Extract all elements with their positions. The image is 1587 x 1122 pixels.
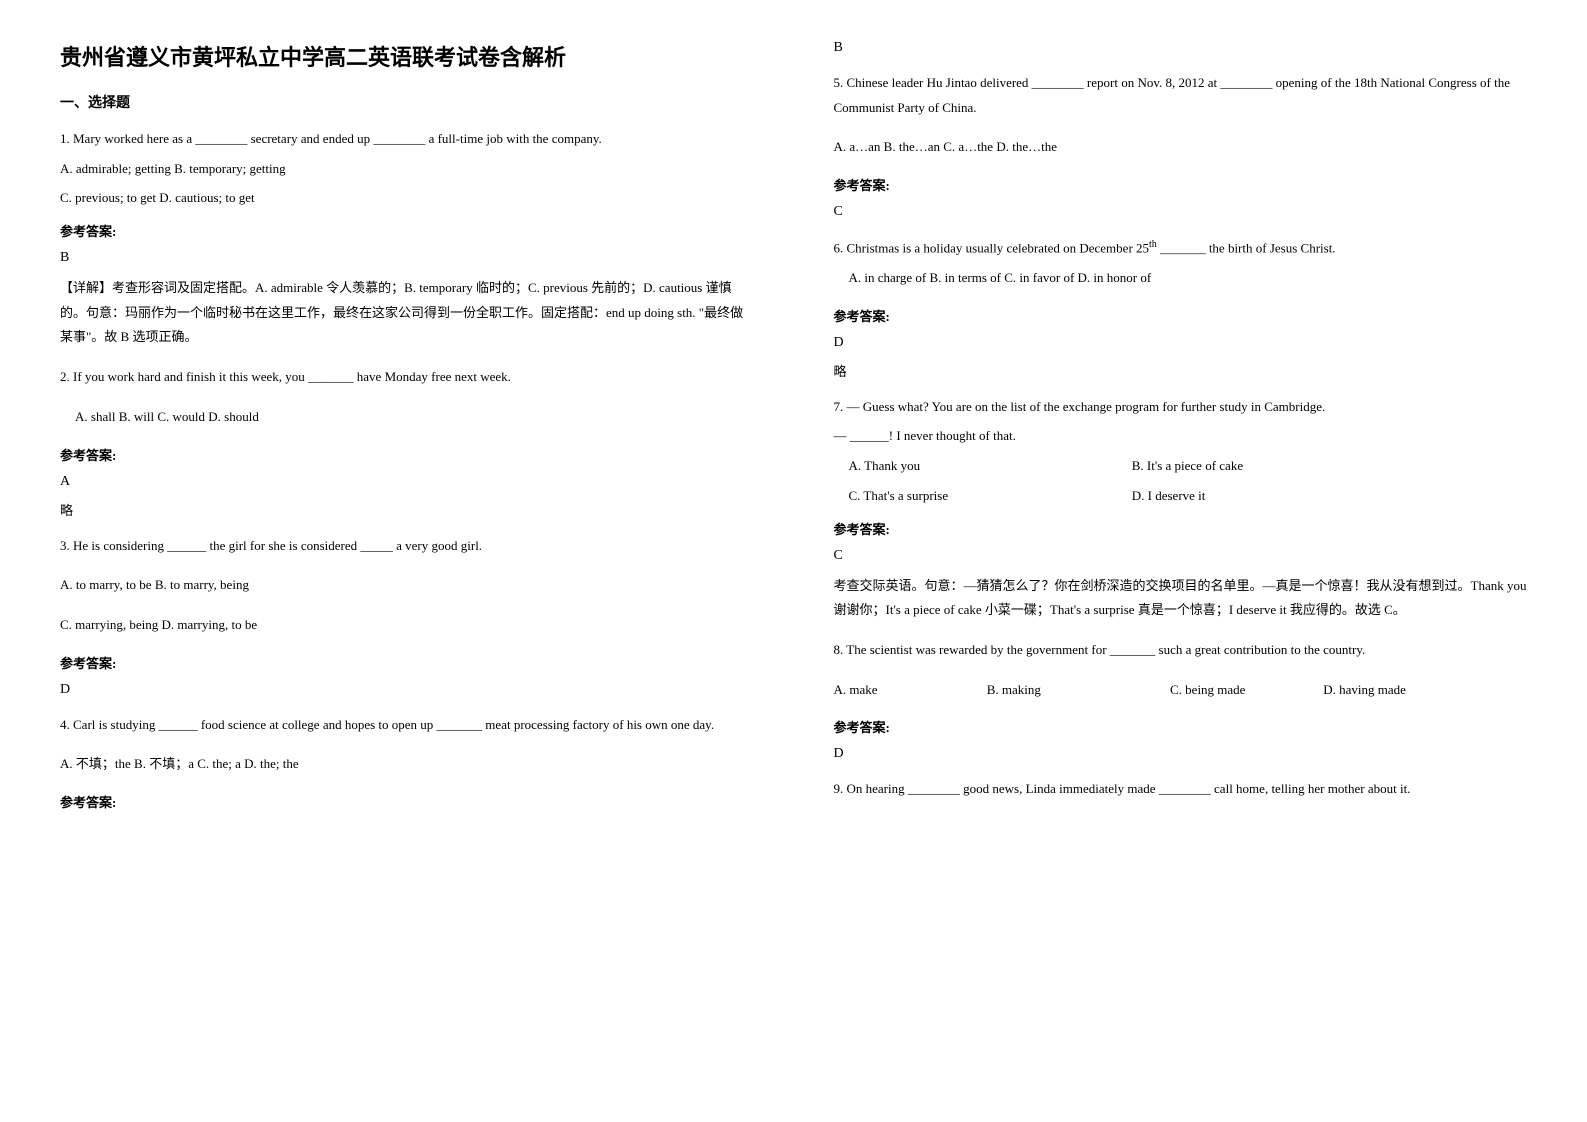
q4-options: A. 不填；the B. 不填；a C. the; a D. the; the — [60, 752, 754, 777]
q1-explanation: 【详解】考查形容词及固定搭配。A. admirable 令人羡慕的；B. tem… — [60, 276, 754, 350]
q3-text: 3. He is considering ______ the girl for… — [60, 534, 754, 559]
q6-superscript: th — [1149, 239, 1157, 250]
q3-answer: D — [60, 682, 754, 698]
q8-optC: C. being made — [1170, 678, 1320, 703]
q5-options: A. a…an B. the…an C. a…the D. the…the — [834, 135, 1528, 160]
q7-options-row1: A. Thank you B. It's a piece of cake — [834, 454, 1528, 479]
q8-options: A. make B. making C. being made D. havin… — [834, 678, 1528, 703]
q8-text: 8. The scientist was rewarded by the gov… — [834, 638, 1528, 663]
left-column: 贵州省遵义市黄坪私立中学高二英语联考试卷含解析 一、选择题 1. Mary wo… — [60, 40, 754, 821]
q4-answer-label: 参考答案: — [60, 792, 754, 811]
q2-answer-label: 参考答案: — [60, 445, 754, 464]
q6-text: 6. Christmas is a holiday usually celebr… — [834, 235, 1528, 261]
q2-text: 2. If you work hard and finish it this w… — [60, 365, 754, 390]
q1-options-ab: A. admirable; getting B. temporary; gett… — [60, 157, 754, 182]
q8-optA: A. make — [834, 678, 984, 703]
q6-slight: 略 — [834, 361, 1528, 380]
q2-slight: 略 — [60, 500, 754, 519]
q7-optD: D. I deserve it — [1132, 488, 1206, 503]
q7-answer: C — [834, 548, 1528, 564]
q6-text-part1: 6. Christmas is a holiday usually celebr… — [834, 240, 1150, 255]
q7-answer-label: 参考答案: — [834, 519, 1528, 538]
q5-answer-label: 参考答案: — [834, 175, 1528, 194]
q8-optD: D. having made — [1323, 682, 1406, 697]
q9-text: 9. On hearing ________ good news, Linda … — [834, 777, 1528, 802]
q6-options: A. in charge of B. in terms of C. in fav… — [834, 266, 1528, 291]
page-container: 贵州省遵义市黄坪私立中学高二英语联考试卷含解析 一、选择题 1. Mary wo… — [60, 40, 1527, 821]
q1-answer-label: 参考答案: — [60, 221, 754, 240]
q7-explanation: 考查交际英语。句意：—猜猜怎么了？你在剑桥深造的交换项目的名单里。—真是一个惊喜… — [834, 574, 1528, 623]
q5-text: 5. Chinese leader Hu Jintao delivered __… — [834, 71, 1528, 120]
q7-optC: C. That's a surprise — [849, 484, 1129, 509]
q8-answer-label: 参考答案: — [834, 717, 1528, 736]
q2-answer: A — [60, 474, 754, 490]
q7-optB: B. It's a piece of cake — [1132, 458, 1243, 473]
q8-optB: B. making — [987, 678, 1167, 703]
q7-optA: A. Thank you — [849, 454, 1129, 479]
q3-options-cd: C. marrying, being D. marrying, to be — [60, 613, 754, 638]
q6-answer-label: 参考答案: — [834, 306, 1528, 325]
q1-answer: B — [60, 250, 754, 266]
document-title: 贵州省遵义市黄坪私立中学高二英语联考试卷含解析 — [60, 40, 754, 72]
right-column: B 5. Chinese leader Hu Jintao delivered … — [834, 40, 1528, 821]
q8-answer: D — [834, 746, 1528, 762]
q7-text2: — ______! I never thought of that. — [834, 424, 1528, 449]
q7-text: 7. — Guess what? You are on the list of … — [834, 395, 1528, 420]
section-heading: 一、选择题 — [60, 92, 754, 112]
q3-answer-label: 参考答案: — [60, 653, 754, 672]
q1-options-cd: C. previous; to get D. cautious; to get — [60, 186, 754, 211]
q7-options-row2: C. That's a surprise D. I deserve it — [834, 484, 1528, 509]
q6-answer: D — [834, 335, 1528, 351]
q4-answer: B — [834, 40, 1528, 56]
q6-text-part2: _______ the birth of Jesus Christ. — [1157, 240, 1336, 255]
q3-options-ab: A. to marry, to be B. to marry, being — [60, 573, 754, 598]
q1-text: 1. Mary worked here as a ________ secret… — [60, 127, 754, 152]
q4-text: 4. Carl is studying ______ food science … — [60, 713, 754, 738]
q5-answer: C — [834, 204, 1528, 220]
q2-options: A. shall B. will C. would D. should — [60, 405, 754, 430]
